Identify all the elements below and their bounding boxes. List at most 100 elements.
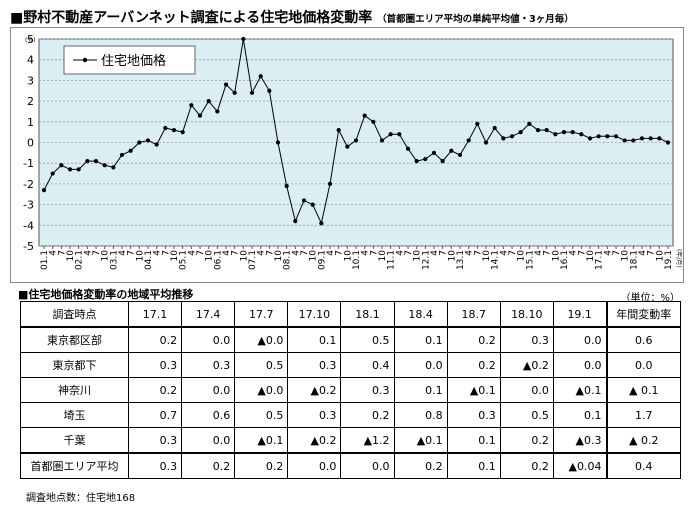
data-point xyxy=(319,221,324,226)
table-cell: ▲0.04 xyxy=(552,452,608,479)
data-point xyxy=(345,144,350,149)
data-point xyxy=(154,142,159,147)
column-header: 17.4 xyxy=(181,301,236,328)
row-label: 千葉 xyxy=(20,427,129,454)
data-point xyxy=(544,127,549,133)
data-point xyxy=(76,167,81,172)
chart-subtitle: （首都圏エリア平均の単純平均値・3ヶ月毎） xyxy=(377,14,574,25)
data-point xyxy=(336,127,341,133)
data-point xyxy=(371,119,376,124)
x-tick-label: 4 xyxy=(257,250,267,256)
x-tick-label: 08.1 xyxy=(283,250,293,270)
data-point xyxy=(41,188,47,193)
data-point xyxy=(440,159,445,164)
data-point xyxy=(457,152,463,158)
x-tick-label: 7 xyxy=(161,250,171,256)
x-tick-label: 7 xyxy=(300,250,310,256)
x-tick-label: 7 xyxy=(335,250,345,256)
data-point xyxy=(501,136,506,141)
annual-change-cell: 0.4 xyxy=(605,452,681,479)
table-cell: 0.2 xyxy=(446,352,501,378)
regional-average-table: 調査時点 17.1 17.4 17.7 17.10 18.1 18.4 18.7… xyxy=(20,301,681,479)
table-cell: 0.0 xyxy=(181,377,236,403)
y-tick-label: -3 xyxy=(23,199,34,212)
data-point xyxy=(119,152,125,158)
data-point xyxy=(553,132,558,137)
table-row: 東京都区部 0.2 0.0 ▲0.0 0.1 0.5 0.1 0.2 0.3 0.0 0.6 xyxy=(20,326,681,353)
x-tick-label: 10.1 xyxy=(352,250,362,270)
table-cell: 0.0 xyxy=(552,326,608,353)
x-tick-label: 10 xyxy=(378,250,388,262)
data-point xyxy=(301,198,307,203)
data-point xyxy=(128,148,133,153)
data-point xyxy=(145,138,151,143)
table-header-row: 調査時点 17.1 17.4 17.7 17.10 18.1 18.4 18.7… xyxy=(20,301,681,328)
data-point xyxy=(189,103,194,108)
table-cell: ▲0.2 xyxy=(499,352,554,378)
x-tick-label: 12.1 xyxy=(421,250,431,270)
data-point xyxy=(293,219,298,224)
table-cell: 0.1 xyxy=(446,427,501,454)
y-tick-label: 5 xyxy=(27,33,34,46)
data-point xyxy=(197,113,203,118)
table-cell: ▲0.1 xyxy=(393,427,448,454)
series-points xyxy=(41,36,671,226)
x-tick-label: 7 xyxy=(543,250,553,256)
table-cell: ▲1.2 xyxy=(340,427,395,454)
x-tick-label: 4 xyxy=(326,250,336,256)
x-tick-label: 4 xyxy=(638,250,648,256)
table-cell: 0.3 xyxy=(287,352,342,378)
x-tick-label: 10 xyxy=(309,250,319,262)
x-tick-label: 15.1 xyxy=(525,250,535,270)
table-cell: 0.8 xyxy=(393,402,448,428)
x-tick-label: 07.1 xyxy=(248,250,258,270)
data-point xyxy=(85,159,90,164)
x-tick-label: 7 xyxy=(369,250,379,256)
table-cell: ▲0.2 xyxy=(287,427,342,454)
x-tick-label: 03.1 xyxy=(109,250,119,270)
table-cell: ▲0.0 xyxy=(234,326,289,353)
x-tick-label: 10 xyxy=(135,250,145,262)
table-cell: 0.2 xyxy=(499,452,554,479)
table-cell: 0.1 xyxy=(287,326,342,353)
table-row: 神奈川 0.2 0.0 ▲0.0 ▲0.2 0.3 0.1 ▲0.1 0.0 ▲0.1 ▲ 0.1 xyxy=(20,377,681,403)
data-point xyxy=(59,163,64,168)
data-point xyxy=(232,90,237,95)
data-point xyxy=(180,130,185,135)
table-cell: 0.3 xyxy=(127,352,183,378)
x-tick-label: 10 xyxy=(205,250,215,262)
data-point xyxy=(509,134,515,139)
row-label: 首都圏エリア平均 xyxy=(20,452,129,479)
x-tick-label: 7 xyxy=(612,250,622,256)
table-unit-label: （単位：%） xyxy=(620,293,680,304)
data-point xyxy=(284,183,289,189)
x-tick-label: 10 xyxy=(239,250,249,262)
line-chart-frame: 5 4 3 2 1 0 -1 -2 -3 -4 -5 01.1 4 7 10 02.1 4 7 10 03.1 4 7 1… xyxy=(10,27,684,283)
table-cell: 0.3 xyxy=(181,352,236,378)
annual-change-header: 年間変動率 xyxy=(605,301,681,328)
x-tick-label: 4 xyxy=(187,250,197,256)
x-tick-label: 7 xyxy=(647,250,657,256)
x-tick-label: 4 xyxy=(153,250,163,256)
table-cell: 0.2 xyxy=(499,427,554,454)
row-label: 埼玉 xyxy=(20,402,129,428)
table-cell: 0.2 xyxy=(127,377,183,403)
table-cell: 0.3 xyxy=(127,452,183,479)
data-point xyxy=(518,130,523,135)
data-point xyxy=(657,136,662,141)
x-tick-label: 7 xyxy=(404,250,414,256)
footnote: 調査地点数：住宅地168 xyxy=(26,493,136,504)
data-point xyxy=(492,125,497,131)
x-tick-label: 04.1 xyxy=(144,250,154,270)
data-point xyxy=(561,130,567,135)
table-cell: ▲0.1 xyxy=(234,427,289,454)
data-point xyxy=(388,132,393,137)
y-tick-label: -2 xyxy=(23,178,34,191)
table-corner-header: 調査時点 xyxy=(20,301,129,328)
data-point xyxy=(258,74,263,79)
x-tick-label: 17.1 xyxy=(595,250,605,270)
data-point xyxy=(535,127,541,133)
table-cell: 0.7 xyxy=(127,402,183,428)
table-cell: ▲0.3 xyxy=(552,427,608,454)
